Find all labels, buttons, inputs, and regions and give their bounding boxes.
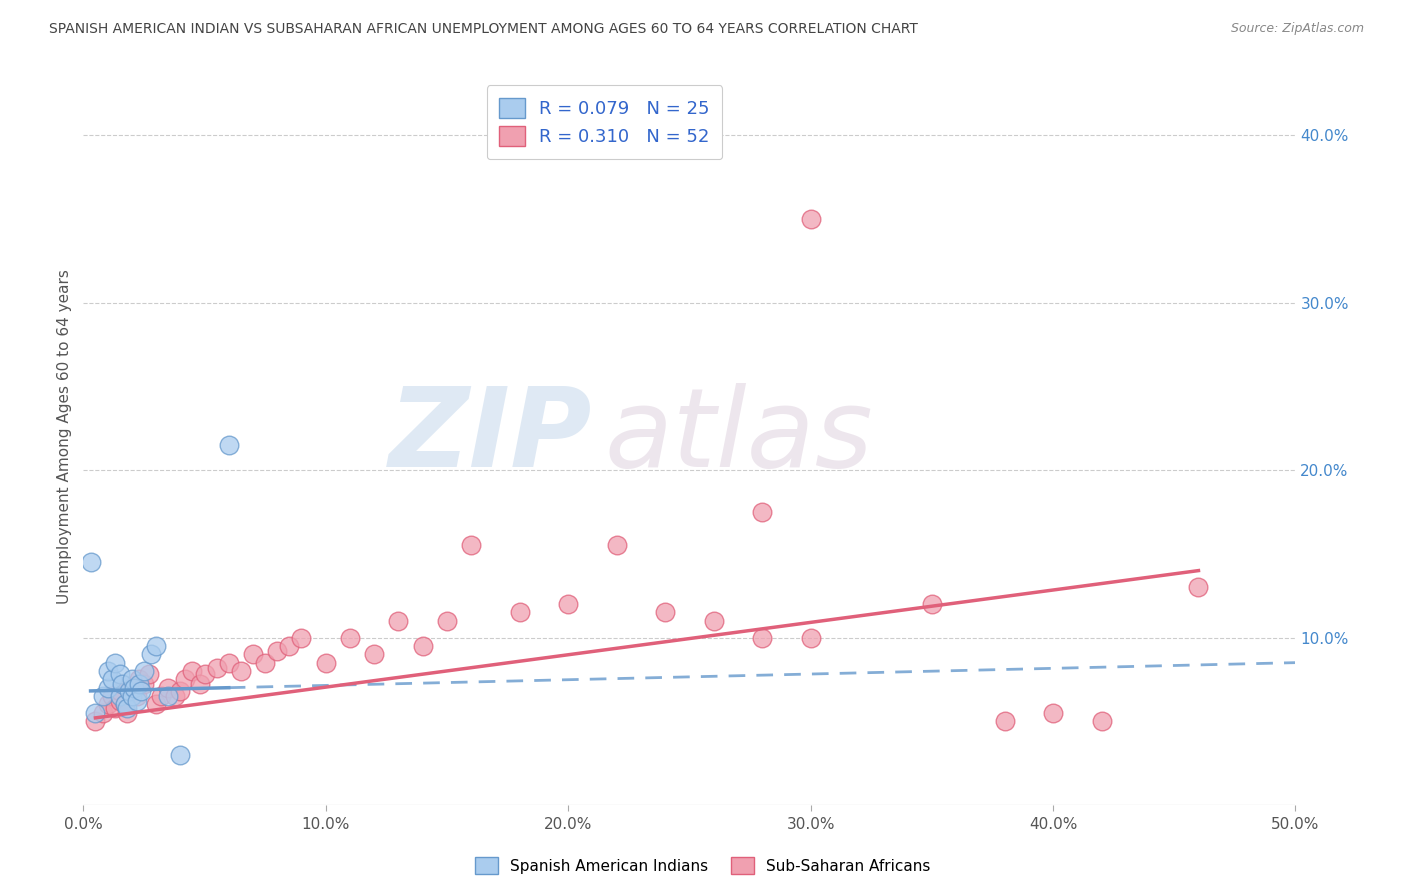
Point: [108, 684, 131, 698]
Point: [254, 656, 277, 670]
Point: [114, 698, 136, 712]
Point: [128, 677, 150, 691]
Point: [101, 673, 124, 687]
Point: [242, 647, 264, 661]
Point: [84, 714, 107, 729]
Point: [128, 673, 150, 687]
Y-axis label: Unemployment Among Ages 60 to 64 years: Unemployment Among Ages 60 to 64 years: [58, 269, 72, 604]
Point: [165, 689, 187, 703]
Point: [751, 631, 773, 645]
Text: Source: ZipAtlas.com: Source: ZipAtlas.com: [1230, 22, 1364, 36]
Point: [125, 689, 148, 703]
Point: [131, 684, 153, 698]
Point: [181, 664, 204, 678]
Point: [115, 701, 138, 715]
Point: [96, 681, 118, 695]
Point: [339, 631, 361, 645]
Legend: R = 0.079   N = 25, R = 0.310   N = 52: R = 0.079 N = 25, R = 0.310 N = 52: [486, 85, 723, 159]
Point: [115, 706, 138, 720]
Point: [101, 689, 124, 703]
Point: [993, 714, 1015, 729]
Text: ZIP: ZIP: [389, 384, 592, 491]
Point: [125, 694, 148, 708]
Point: [104, 701, 127, 715]
Point: [266, 644, 288, 658]
Point: [218, 656, 240, 670]
Point: [114, 698, 136, 712]
Point: [91, 706, 114, 720]
Point: [118, 684, 141, 698]
Point: [145, 639, 167, 653]
Point: [141, 647, 163, 661]
Point: [84, 706, 107, 720]
Point: [800, 631, 823, 645]
Point: [1090, 714, 1112, 729]
Point: [122, 681, 145, 695]
Point: [157, 681, 180, 695]
Point: [229, 664, 252, 678]
Point: [108, 694, 131, 708]
Point: [121, 681, 143, 695]
Legend: Spanish American Indians, Sub-Saharan Africans: Spanish American Indians, Sub-Saharan Af…: [470, 851, 936, 880]
Text: atlas: atlas: [605, 384, 873, 491]
Point: [121, 673, 143, 687]
Point: [157, 689, 180, 703]
Point: [138, 667, 160, 681]
Point: [218, 438, 240, 452]
Point: [96, 698, 118, 712]
Point: [412, 639, 434, 653]
Point: [278, 639, 301, 653]
Point: [1042, 706, 1064, 720]
Point: [387, 614, 409, 628]
Point: [169, 684, 191, 698]
Point: [149, 689, 172, 703]
Point: [132, 677, 155, 691]
Point: [751, 505, 773, 519]
Point: [363, 647, 385, 661]
Point: [145, 698, 167, 712]
Point: [921, 597, 943, 611]
Point: [1187, 580, 1209, 594]
Point: [108, 689, 131, 703]
Point: [193, 667, 215, 681]
Point: [654, 606, 676, 620]
Point: [132, 664, 155, 678]
Point: [460, 539, 482, 553]
Point: [169, 747, 191, 762]
Point: [800, 212, 823, 227]
Point: [96, 664, 118, 678]
Text: SPANISH AMERICAN INDIAN VS SUBSAHARAN AFRICAN UNEMPLOYMENT AMONG AGES 60 TO 64 Y: SPANISH AMERICAN INDIAN VS SUBSAHARAN AF…: [49, 22, 918, 37]
Point: [557, 597, 579, 611]
Point: [205, 661, 228, 675]
Point: [509, 606, 531, 620]
Point: [703, 614, 725, 628]
Point: [436, 614, 458, 628]
Point: [315, 656, 337, 670]
Point: [91, 689, 114, 703]
Point: [174, 673, 197, 687]
Point: [606, 539, 628, 553]
Point: [121, 689, 143, 703]
Point: [111, 677, 134, 691]
Point: [104, 656, 127, 670]
Point: [79, 555, 101, 569]
Point: [108, 667, 131, 681]
Point: [188, 677, 211, 691]
Point: [290, 631, 312, 645]
